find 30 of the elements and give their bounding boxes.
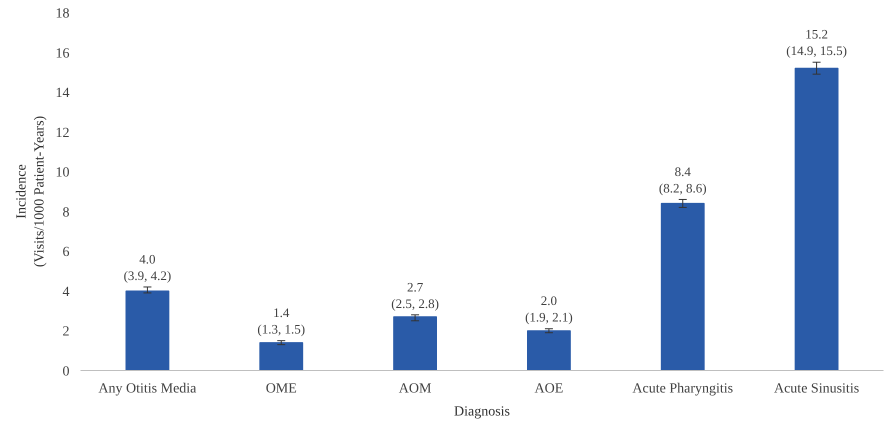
y-tick-label: 6 — [62, 245, 70, 260]
y-tick-label: 8 — [62, 205, 70, 220]
data-label: 15.2 (14.9, 15.5) — [786, 26, 847, 58]
data-label: 2.0 (1.9, 2.1) — [525, 293, 573, 325]
x-tick-label: AOE — [534, 382, 564, 396]
data-label: 2.7 (2.5, 2.8) — [391, 279, 439, 311]
bar — [794, 68, 838, 370]
y-tick-label: 18 — [56, 6, 70, 22]
bar — [126, 290, 170, 370]
y-tick-label: 2 — [62, 324, 70, 340]
y-tick-label: 4 — [62, 284, 70, 300]
y-tick-label: 12 — [56, 126, 70, 141]
data-label: 1.4 (1.3, 1.5) — [257, 305, 306, 337]
data-label: 4.0 (3.9, 4.2) — [124, 251, 172, 283]
x-axis-title: Diagnosis — [454, 404, 510, 420]
x-tick-label: Acute Sinusitis — [774, 382, 860, 396]
y-tick-label: 10 — [56, 166, 70, 181]
y-tick-label: 16 — [56, 46, 70, 62]
bar — [393, 316, 437, 370]
data-label: 8.4 (8.2, 8.6) — [658, 164, 707, 196]
bar — [259, 342, 304, 370]
x-tick-label: OME — [266, 382, 297, 396]
y-axis-title: Incidence (Visits/1000 Patient-Years) — [14, 115, 48, 268]
y-tick-label: 14 — [56, 86, 70, 102]
x-tick-label: Acute Pharyngitis — [632, 382, 734, 396]
x-tick-label: AOM — [398, 382, 432, 396]
y-tick-label: 0 — [62, 364, 70, 380]
x-tick-label: Any Otitis Media — [98, 382, 198, 396]
bar — [660, 202, 705, 370]
bar — [527, 330, 571, 370]
